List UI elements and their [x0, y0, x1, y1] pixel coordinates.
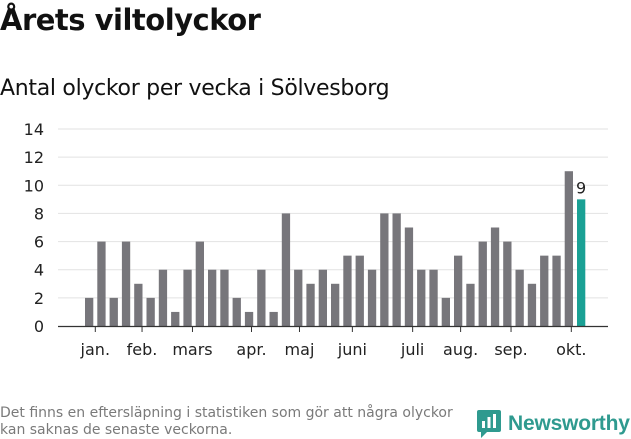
- bar: [85, 297, 94, 326]
- newsworthy-chart-bubble-icon: [477, 410, 501, 438]
- bar: [466, 283, 475, 326]
- bar: [478, 241, 487, 326]
- bar: [232, 297, 241, 326]
- brand-logo: Newsworthy: [476, 409, 630, 439]
- highlight-data-label: 9: [576, 178, 586, 197]
- bar: [306, 283, 315, 326]
- bar: [441, 297, 450, 326]
- x-tick-label: apr.: [236, 340, 266, 359]
- bar: [454, 255, 463, 326]
- bar: [244, 311, 254, 326]
- bar: [146, 297, 155, 326]
- y-tick-label: 14: [24, 120, 44, 139]
- bar: [404, 227, 414, 326]
- brand-name: Newsworthy: [508, 412, 630, 435]
- bar: [367, 269, 377, 326]
- bar: [134, 283, 143, 326]
- y-tick-label: 12: [24, 148, 44, 167]
- y-tick-label: 4: [34, 261, 44, 280]
- bar: [220, 269, 229, 326]
- bar: [515, 269, 524, 326]
- bar: [195, 241, 204, 326]
- footnote: Det finns en eftersläpning i statistiken…: [0, 405, 453, 438]
- bar: [208, 269, 217, 326]
- x-tick-label: sep.: [494, 340, 527, 359]
- x-tick-label: juni: [337, 340, 367, 359]
- bar: [417, 269, 426, 326]
- bar: [171, 311, 180, 326]
- bar: [355, 255, 364, 326]
- x-tick-label: juli: [400, 340, 424, 359]
- x-tick-label: aug.: [443, 340, 478, 359]
- bar: [257, 269, 266, 326]
- y-tick-label: 8: [34, 204, 44, 223]
- x-tick-label: mars: [172, 340, 212, 359]
- y-tick-label: 6: [34, 233, 44, 252]
- x-tick-label: maj: [285, 340, 315, 359]
- bar: [269, 311, 278, 326]
- bar-chart: 0 2 4 6 8 10 12 14 jan. feb. mars apr. maj juni juli au…: [24, 120, 608, 359]
- bar: [158, 269, 168, 326]
- bar: [392, 213, 401, 326]
- page-title: Årets viltolyckor: [0, 3, 261, 37]
- bar: [527, 283, 537, 326]
- bar: [490, 227, 500, 326]
- bar: [552, 255, 561, 326]
- bar: [343, 255, 352, 326]
- bar: [429, 269, 438, 326]
- y-tick-label: 2: [34, 289, 44, 308]
- bar: [97, 241, 106, 326]
- chart-subtitle: Antal olyckor per vecka i Sölvesborg: [0, 76, 390, 101]
- bar: [109, 297, 118, 326]
- bar: [294, 269, 303, 326]
- y-tick-label: 0: [34, 317, 44, 336]
- bar: [281, 213, 291, 326]
- highlighted-bar: [577, 199, 586, 326]
- x-tick-label: okt.: [556, 340, 586, 359]
- bar: [503, 241, 512, 326]
- bar: [564, 171, 573, 326]
- bar: [380, 213, 389, 326]
- x-tick-label: jan.: [80, 340, 110, 359]
- x-tick-label: feb.: [127, 340, 158, 359]
- bar: [121, 241, 131, 326]
- bar: [540, 255, 549, 326]
- bar: [318, 269, 327, 326]
- y-tick-label: 10: [24, 176, 44, 195]
- bar: [331, 283, 340, 326]
- bar: [183, 269, 192, 326]
